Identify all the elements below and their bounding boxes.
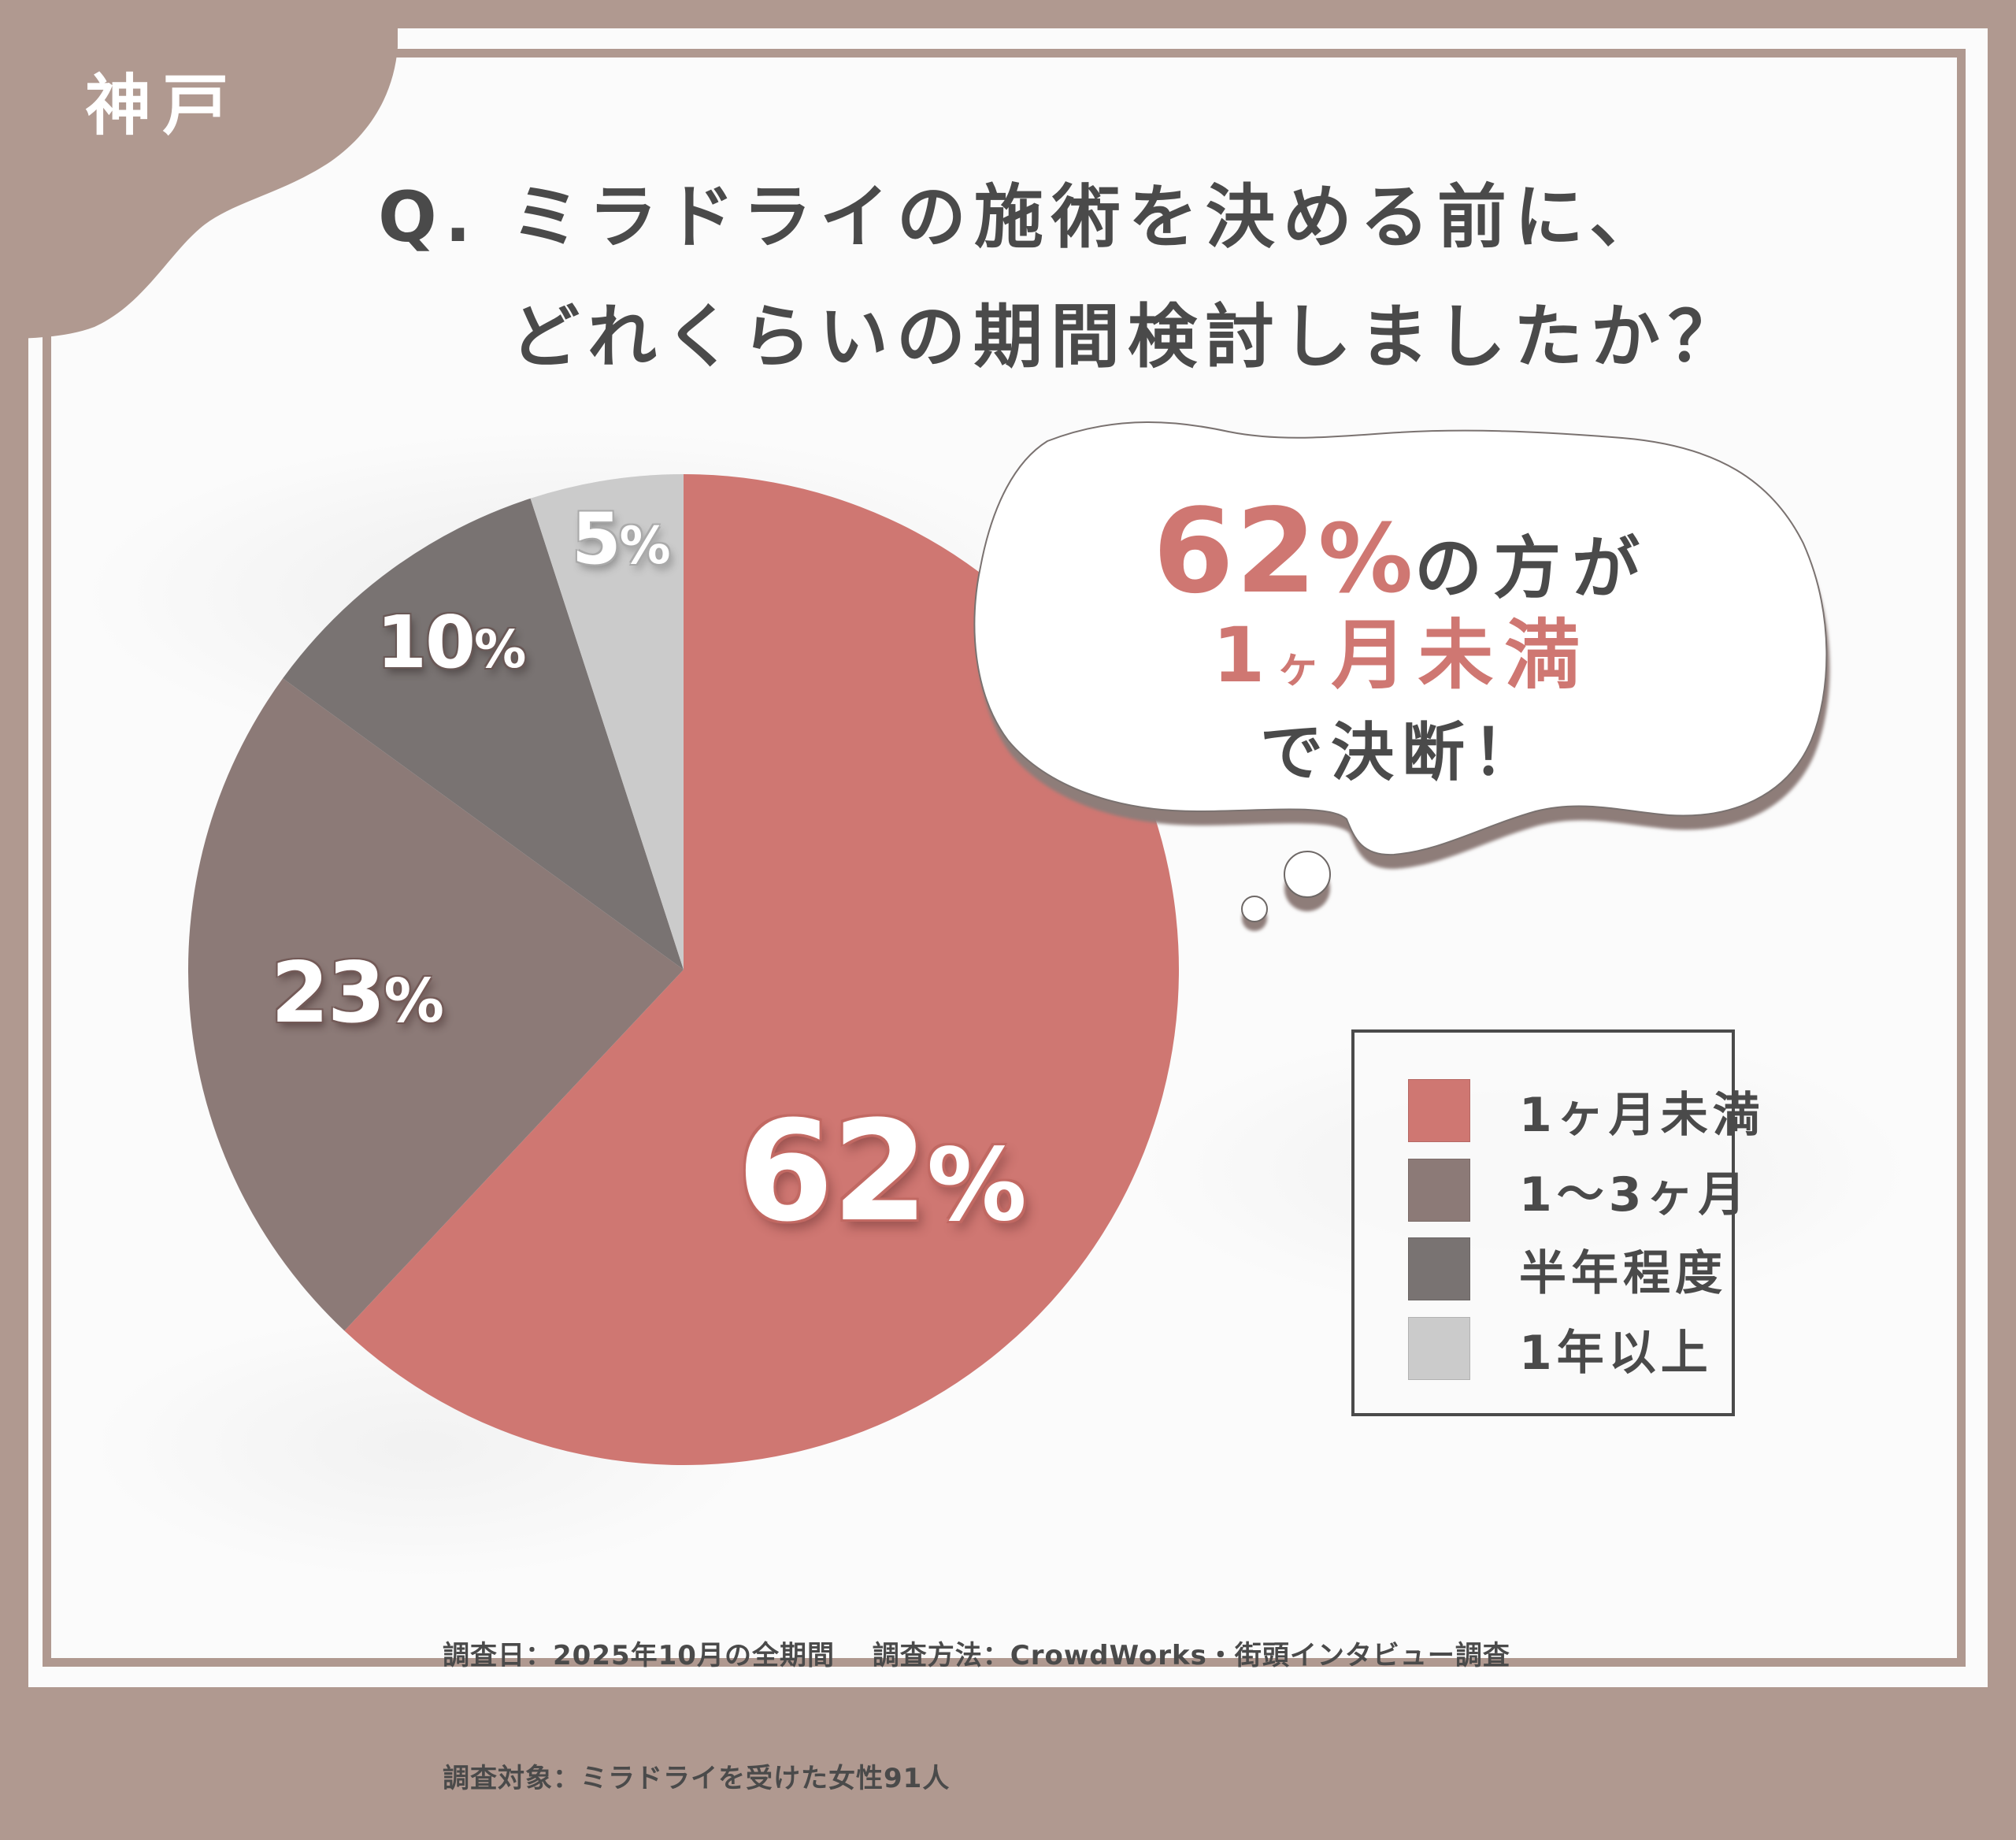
corner-blob-decoration <box>0 0 398 340</box>
pie-chart <box>187 421 1830 1466</box>
legend-item-1-year-plus: 1年以上 <box>1408 1317 1713 1381</box>
survey-footnote-line1: 調査日：2025年10月の全期間 調査方法：CrowdWorks・街頭インタビュ… <box>443 1640 1510 1671</box>
question-title: Q. ミラドライの施術を決める前に、 どれくらいの期間検討しましたか？ <box>378 158 1745 397</box>
legend-swatch <box>1408 1237 1470 1300</box>
chart-legend: 1ヶ月未満 1〜3ヶ月 半年程度 1年以上 <box>1351 1029 1760 1416</box>
pie-label-23: 23% <box>271 944 444 1041</box>
region-tag: 神戸 <box>85 67 240 144</box>
legend-swatch <box>1408 1079 1470 1142</box>
thought-dot-large <box>1284 851 1331 898</box>
survey-footnote-line2: 調査対象：ミラドライを受けた女性91人 <box>443 1763 951 1794</box>
survey-footnote: 調査日：2025年10月の全期間 調査方法：CrowdWorks・街頭インタビュ… <box>443 1553 1510 1840</box>
legend-item-less-than-1-month: 1ヶ月未満 <box>1408 1079 1765 1143</box>
thought-dot-small <box>1241 896 1268 922</box>
callout-line1: 62%の方が <box>1152 484 1651 619</box>
legend-swatch <box>1408 1317 1470 1380</box>
pie-slice-1-to-3-months <box>187 678 684 1331</box>
pie-label-62: 62% <box>737 1091 1027 1252</box>
pie-slice-half-year <box>283 498 684 970</box>
inner-border-line <box>43 49 1966 1667</box>
question-title-line2: どれくらいの期間検討しましたか？ <box>510 296 1746 377</box>
callout-line2: 1ヶ月未満 <box>1212 611 1592 699</box>
pie-slice-less-than-1-month <box>344 474 1180 1466</box>
question-title-line1: Q. ミラドライの施術を決める前に、 <box>378 176 1667 258</box>
legend-swatch <box>1408 1159 1470 1222</box>
pie-slice-1-year-plus <box>530 474 684 970</box>
pie-label-5: 5% <box>572 498 671 581</box>
callout-line3: で決断！ <box>1260 716 1544 789</box>
legend-item-1-to-3-months: 1〜3ヶ月 <box>1408 1159 1751 1222</box>
callout-percentage: 62% <box>1152 484 1415 619</box>
speech-bubble <box>973 421 1830 931</box>
pie-label-10: 10% <box>376 600 527 684</box>
legend-item-half-year: 半年程度 <box>1408 1237 1727 1301</box>
